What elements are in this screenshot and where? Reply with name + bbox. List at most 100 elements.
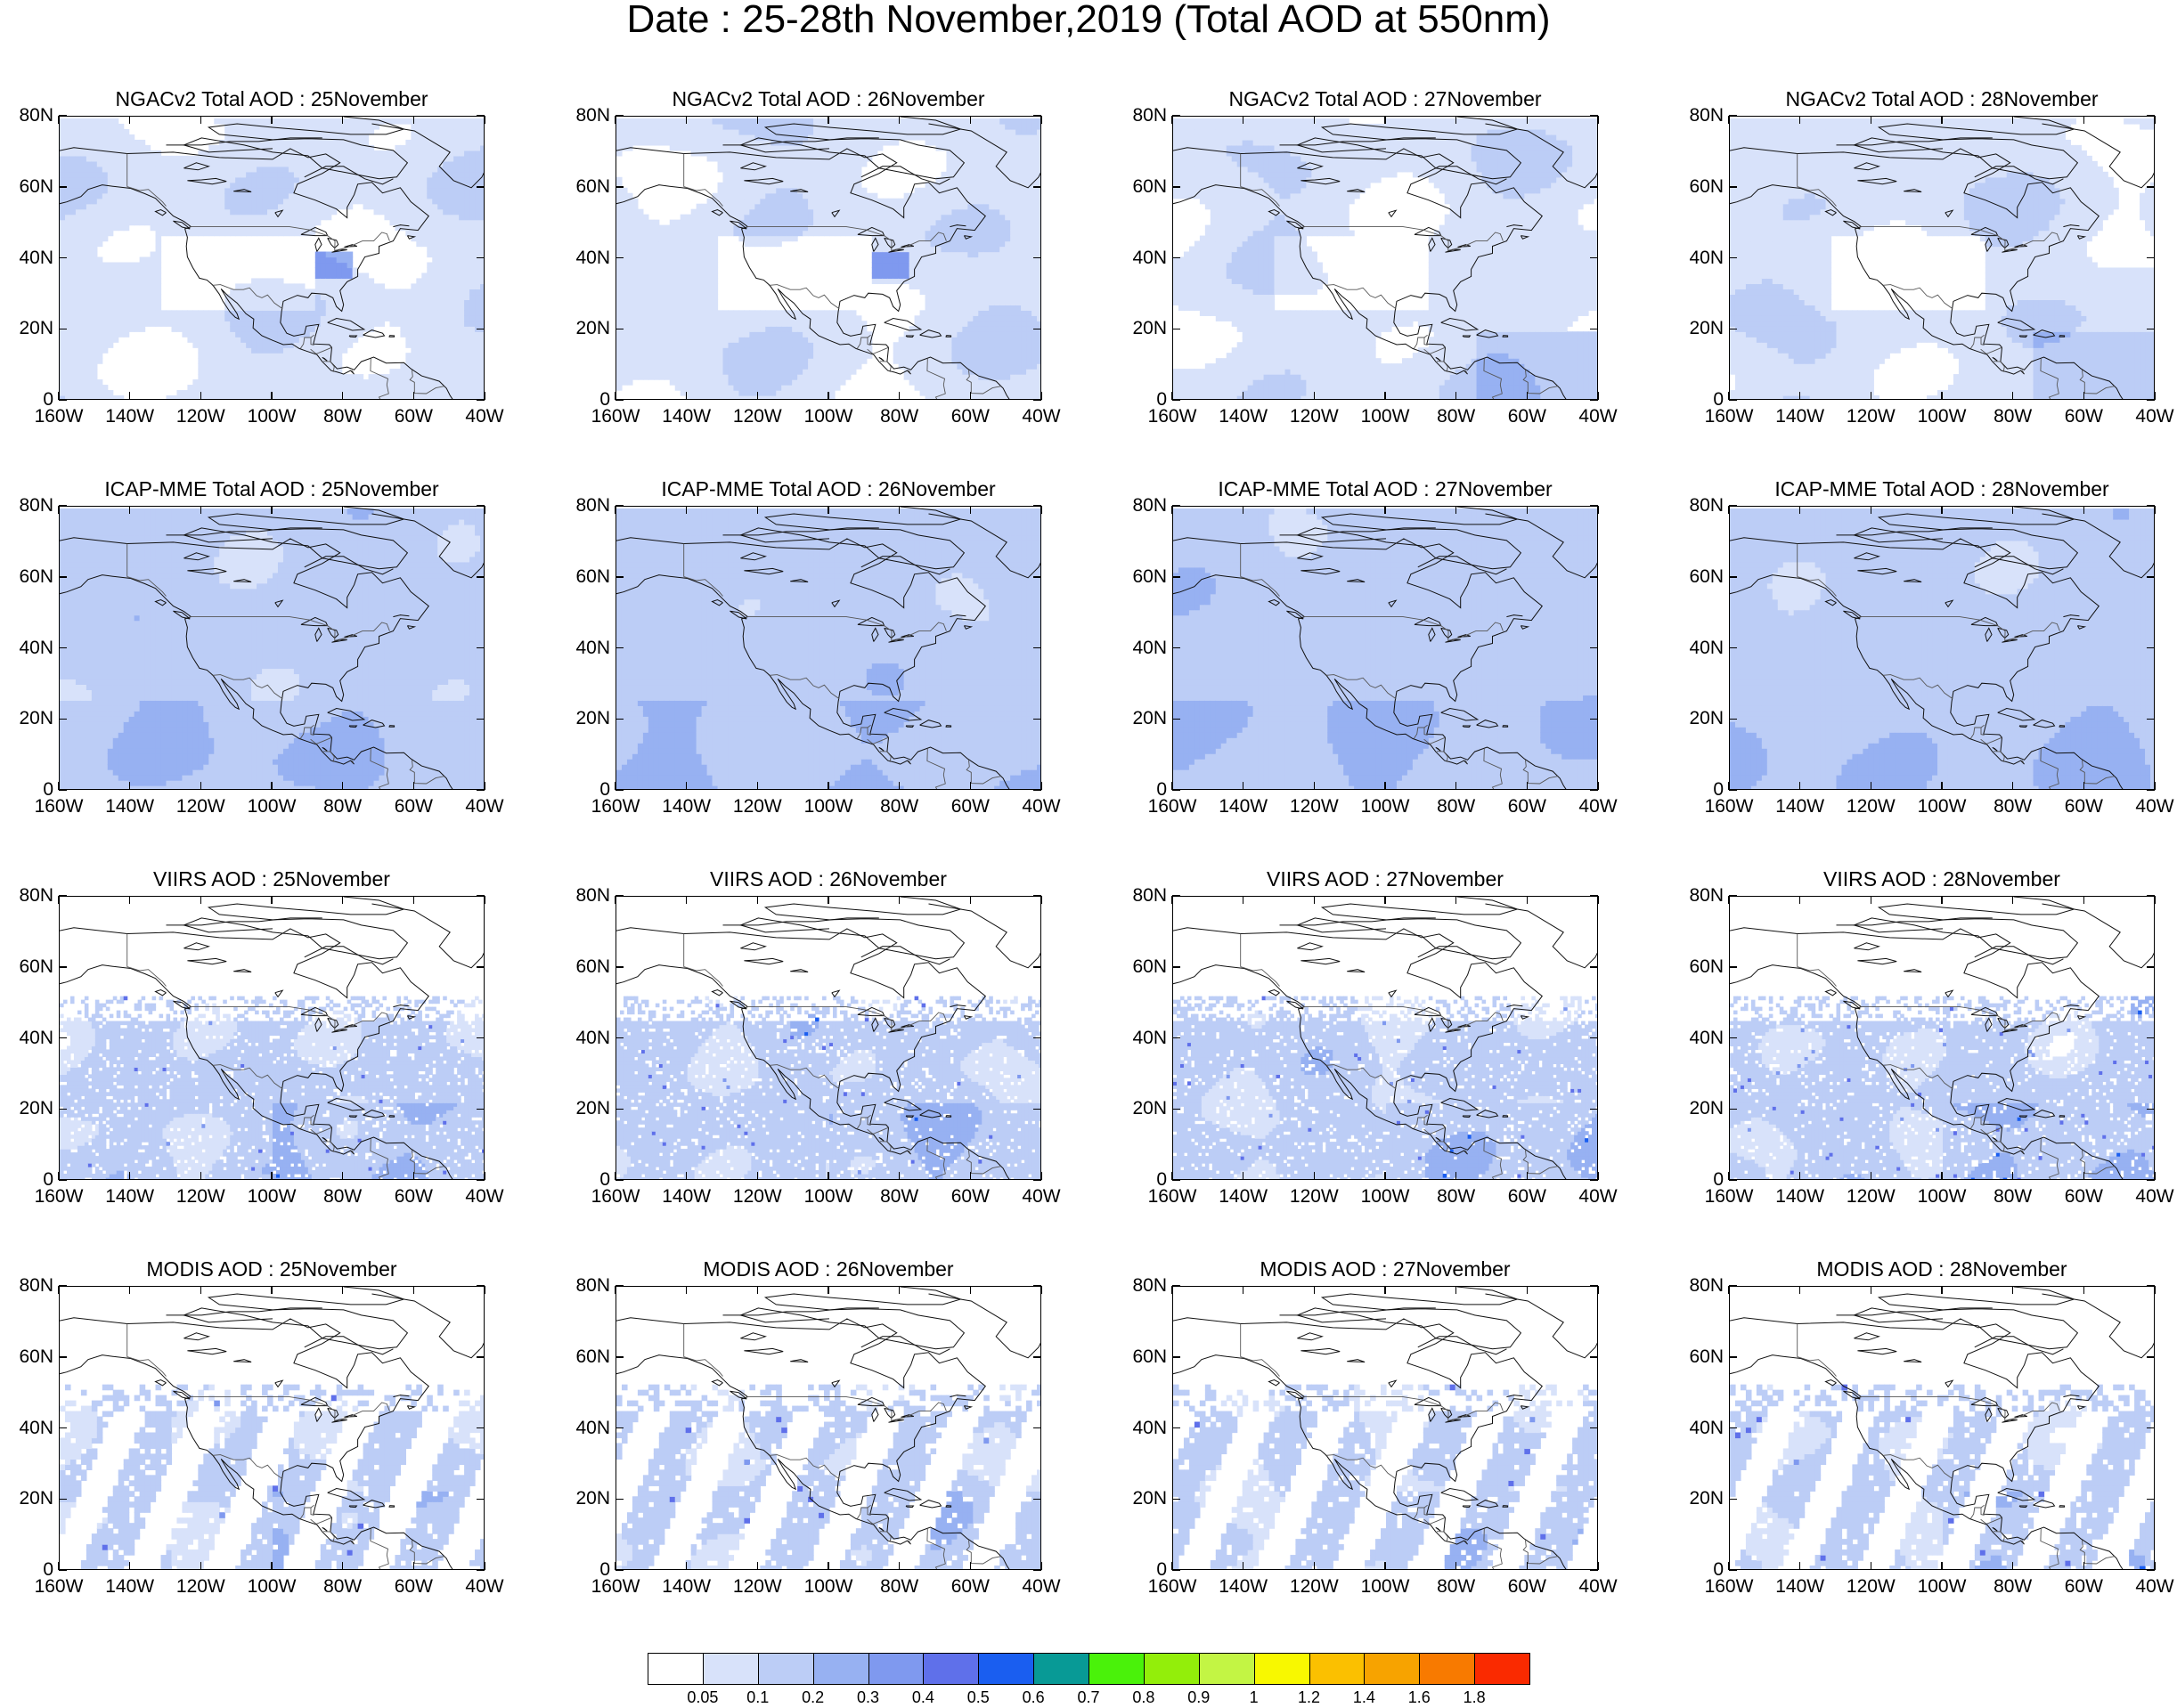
aod-cell xyxy=(754,219,761,226)
aod-cell xyxy=(373,299,380,305)
aod-cell xyxy=(648,321,655,327)
aod-cell xyxy=(187,331,193,338)
aod-cell xyxy=(330,299,338,305)
aod-cell xyxy=(293,176,300,183)
aod-cell xyxy=(251,176,257,183)
aod-cell xyxy=(648,230,655,237)
aod-cell xyxy=(230,187,236,194)
aod-cell xyxy=(680,347,687,354)
aod-cell xyxy=(658,326,665,332)
aod-cell xyxy=(464,310,470,316)
aod-cell xyxy=(267,219,273,226)
aod-cell xyxy=(293,230,300,237)
aod-cell xyxy=(91,224,98,232)
aod-cell xyxy=(304,230,311,237)
aod-cell xyxy=(230,395,236,399)
aod-cell xyxy=(282,369,289,375)
aod-cell xyxy=(448,379,454,386)
aod-cell xyxy=(669,358,676,364)
aod-cell xyxy=(251,166,257,173)
aod-cell xyxy=(469,363,476,370)
aod-cell xyxy=(690,208,697,216)
aod-cell xyxy=(771,198,777,205)
aod-cell xyxy=(314,337,322,343)
aod-cell xyxy=(282,374,289,380)
aod-cell xyxy=(257,385,263,391)
aod-cell xyxy=(86,321,93,327)
aod-cell xyxy=(829,374,836,380)
aod-cell xyxy=(712,267,719,274)
aod-cell xyxy=(674,144,681,151)
aod-cell xyxy=(765,155,771,162)
aod-cell xyxy=(123,305,130,311)
aod-cell xyxy=(701,219,708,226)
aod-cell xyxy=(347,123,354,130)
aod-cell xyxy=(829,310,836,316)
aod-cell xyxy=(432,182,438,189)
aod-cell xyxy=(395,369,401,375)
aod-cell xyxy=(776,123,782,130)
aod-cell xyxy=(304,224,311,232)
aod-cell xyxy=(437,385,444,391)
aod-cell xyxy=(717,208,724,216)
aod-cell xyxy=(118,214,125,221)
aod-cell xyxy=(309,171,316,178)
aod-cell xyxy=(155,305,162,311)
aod-cell xyxy=(118,267,125,274)
aod-cell xyxy=(411,235,417,242)
aod-cell xyxy=(829,203,836,210)
aod-cell xyxy=(64,315,71,321)
aod-cell xyxy=(214,150,220,157)
aod-cell xyxy=(469,251,476,258)
aod-cell xyxy=(749,395,755,399)
aod-cell xyxy=(813,123,819,130)
aod-cell xyxy=(416,278,422,285)
aod-cell xyxy=(448,128,454,135)
aod-cell xyxy=(400,118,406,125)
aod-cell xyxy=(288,203,295,210)
aod-cell xyxy=(230,219,236,226)
aod-cell xyxy=(123,315,130,321)
aod-cell xyxy=(674,246,681,253)
aod-cell xyxy=(192,214,199,221)
aod-cell xyxy=(320,203,327,210)
aod-cell xyxy=(251,299,257,305)
aod-cell xyxy=(75,342,82,348)
aod-cell xyxy=(653,289,660,296)
aod-cell xyxy=(112,272,119,280)
aod-cell xyxy=(325,171,332,178)
aod-cell xyxy=(744,123,750,130)
aod-cell xyxy=(368,187,375,194)
aod-cell xyxy=(187,198,193,205)
aod-cell xyxy=(674,235,681,242)
aod-cell xyxy=(803,374,809,380)
aod-cell xyxy=(834,118,841,125)
aod-cell xyxy=(251,134,257,141)
aod-cell xyxy=(309,299,316,305)
aod-cell xyxy=(86,395,93,399)
aod-cell xyxy=(341,278,348,285)
aod-cell xyxy=(241,134,247,141)
aod-cell xyxy=(91,246,98,253)
aod-cell xyxy=(744,203,750,210)
lat-tick-mark xyxy=(477,256,485,259)
aod-cell xyxy=(480,128,484,135)
aod-cell xyxy=(314,347,322,354)
aod-cell xyxy=(781,337,787,343)
aod-cell xyxy=(224,321,231,327)
aod-cell xyxy=(701,385,708,391)
aod-cell xyxy=(776,219,782,226)
aod-cell xyxy=(453,187,460,194)
aod-cell xyxy=(432,347,438,354)
aod-cell xyxy=(208,390,215,396)
aod-cell xyxy=(475,315,481,321)
aod-cell xyxy=(150,315,157,321)
aod-cell xyxy=(336,256,343,264)
aod-cell xyxy=(282,321,289,327)
aod-cell xyxy=(834,176,841,183)
aod-cell xyxy=(96,187,103,194)
lon-tick-mark xyxy=(341,116,344,124)
aod-cell xyxy=(368,385,375,391)
aod-cell xyxy=(379,160,386,167)
aod-cell xyxy=(166,203,173,210)
